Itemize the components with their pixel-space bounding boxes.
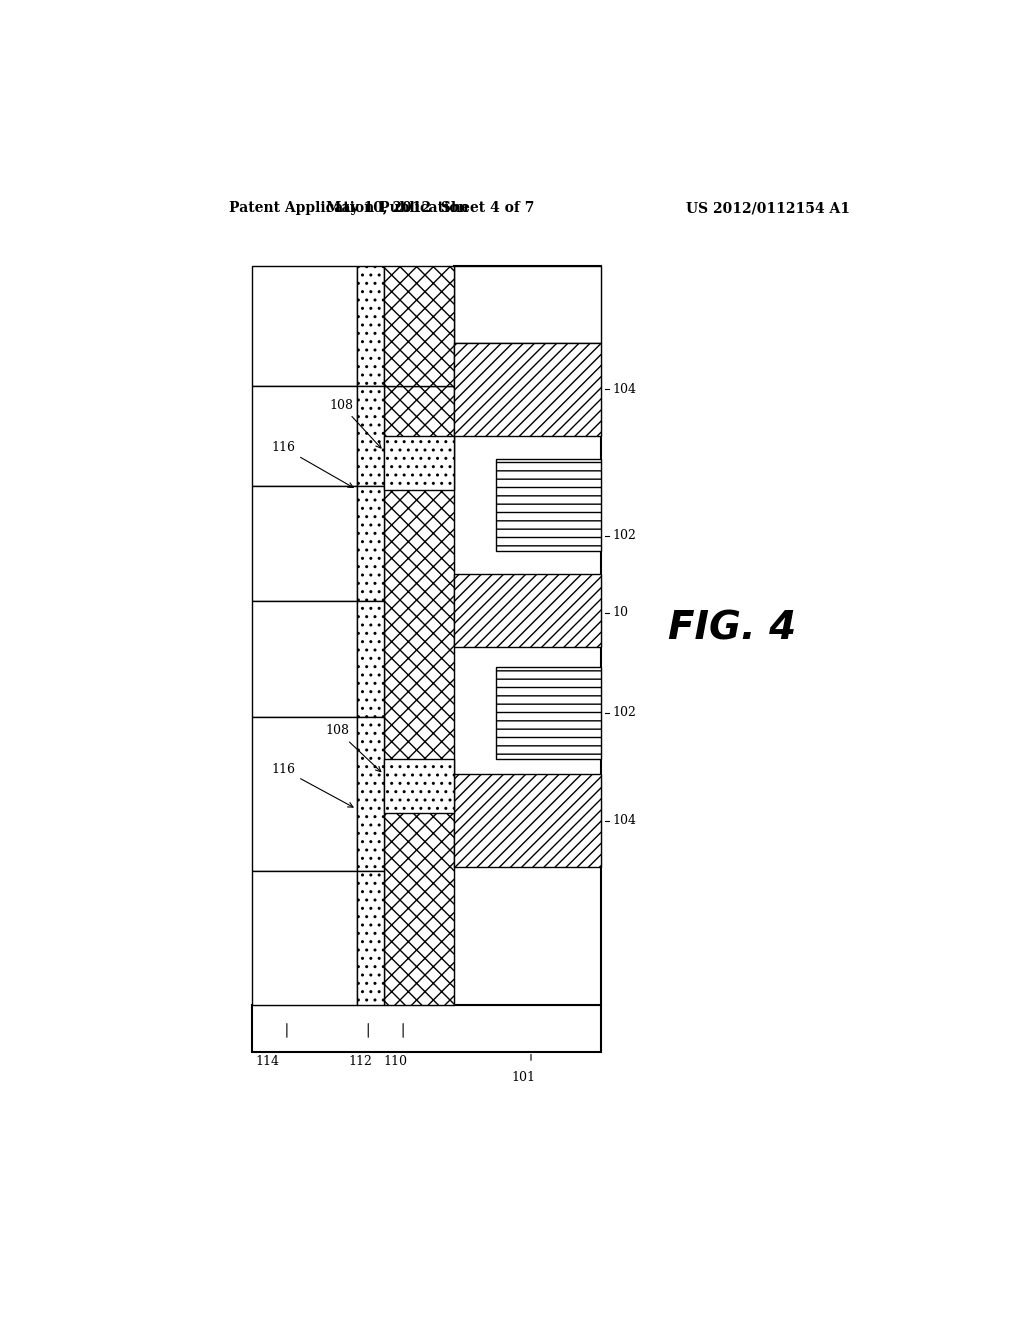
Text: 108: 108 (330, 399, 381, 447)
Text: FIG. 4: FIG. 4 (669, 609, 797, 647)
Bar (454, 267, 601, 1006)
Bar (252, 267, 356, 385)
Bar (252, 871, 356, 1006)
Bar (356, 385, 384, 486)
Text: 110: 110 (383, 1056, 408, 1068)
Bar (356, 717, 384, 871)
Bar (356, 267, 384, 385)
Text: 10: 10 (612, 606, 629, 619)
Text: 114: 114 (256, 1056, 280, 1068)
Text: May 10, 2012  Sheet 4 of 7: May 10, 2012 Sheet 4 of 7 (326, 202, 535, 215)
Bar (454, 574, 601, 647)
Text: 108: 108 (326, 725, 381, 772)
Bar (496, 459, 601, 552)
Text: 116: 116 (271, 763, 353, 807)
Bar (356, 871, 384, 1006)
Text: 101: 101 (511, 1071, 536, 1084)
Bar (454, 267, 601, 343)
Bar (252, 601, 356, 717)
Bar (384, 436, 454, 490)
Bar (454, 775, 601, 867)
Text: 102: 102 (612, 529, 636, 543)
Bar (252, 385, 356, 486)
Text: Patent Application Publication: Patent Application Publication (228, 202, 468, 215)
Bar (252, 1006, 601, 1052)
Bar (252, 717, 356, 871)
Bar (384, 759, 454, 813)
Bar (384, 267, 454, 385)
Text: 116: 116 (271, 441, 353, 487)
Text: US 2012/0112154 A1: US 2012/0112154 A1 (686, 202, 850, 215)
Text: 104: 104 (612, 383, 636, 396)
Text: 102: 102 (612, 706, 636, 719)
Bar (496, 667, 601, 759)
Bar (356, 601, 384, 717)
Bar (252, 486, 356, 601)
Bar (356, 486, 384, 601)
Bar (454, 343, 601, 436)
Text: 104: 104 (612, 814, 636, 828)
Bar (384, 385, 454, 1006)
Text: 112: 112 (348, 1056, 373, 1068)
